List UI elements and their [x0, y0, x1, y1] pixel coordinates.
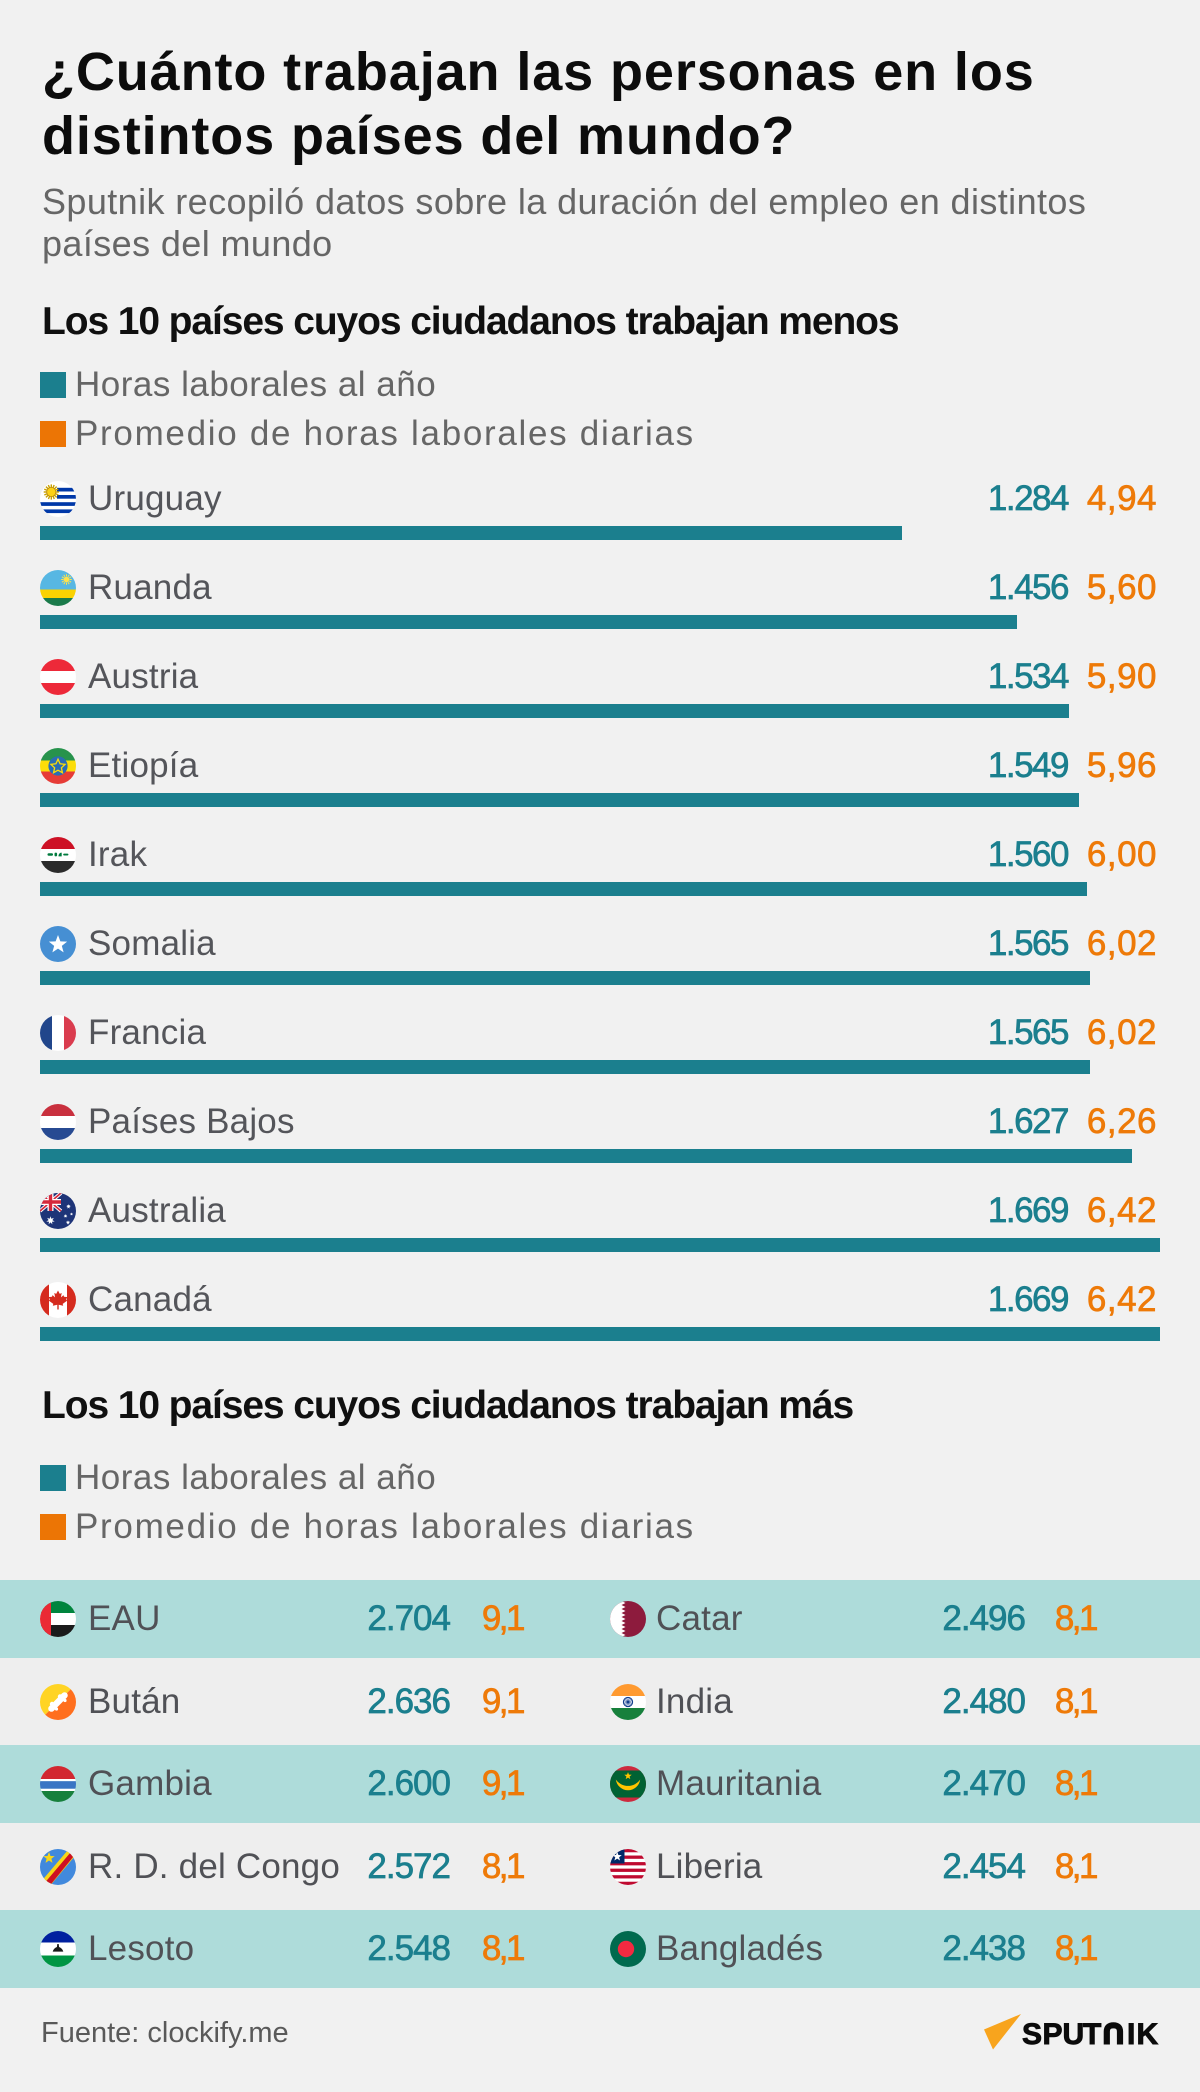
- svg-text:T: T: [1083, 2018, 1101, 2051]
- svg-text:P: P: [1043, 2018, 1063, 2051]
- svg-text:S: S: [1022, 2018, 1042, 2051]
- svg-text:K: K: [1137, 2018, 1159, 2051]
- svg-text:I: I: [1127, 2018, 1135, 2051]
- svg-text:U: U: [1063, 2018, 1085, 2051]
